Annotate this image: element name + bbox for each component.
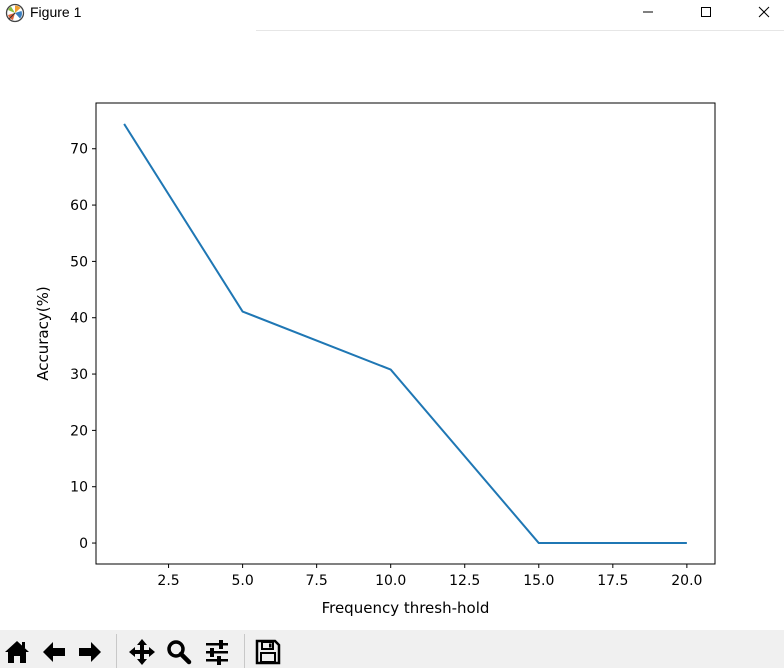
x-tick-label: 20.0 [671,573,702,589]
y-tick-label: 40 [70,311,88,327]
home-icon [5,641,29,663]
series-lines [123,123,687,545]
y-tick-label: 0 [79,536,88,552]
line-chart: 2.5 5.0 7.5 10.0 12.5 15.0 17.5 20.0 0 10 20 30 40 5… [34,102,716,617]
arrow-left-icon [43,642,65,662]
home-button[interactable] [1,636,33,668]
close-icon [758,6,770,18]
y-tick-label: 50 [70,254,88,270]
plot-area-background [96,103,715,564]
minimize-button[interactable] [625,0,671,24]
y-tick-label: 30 [70,367,88,383]
x-tick-label: 5.0 [231,573,253,589]
plot-frame [95,102,716,565]
x-axis-label: Frequency thresh-hold [322,599,490,617]
arrow-right-icon [79,642,101,662]
forward-button[interactable] [74,636,106,668]
window-title: Figure 1 [30,4,82,20]
x-ticks: 2.5 5.0 7.5 10.0 12.5 15.0 17.5 20.0 [157,564,702,589]
y-tick-label: 60 [70,198,88,214]
title-bar: Figure 1 [0,0,784,31]
series-line [123,123,687,545]
maximize-icon [701,7,711,17]
figure-canvas[interactable]: 2.5 5.0 7.5 10.0 12.5 15.0 17.5 20.0 0 10 20 30 40 5… [0,31,784,630]
toolbar-separator [116,634,117,668]
y-ticks: 0 10 20 30 40 50 60 70 [70,142,96,552]
y-tick-label: 10 [70,480,88,496]
back-button[interactable] [38,636,70,668]
navigation-toolbar [0,630,784,668]
move-arrows-icon [129,639,155,665]
x-tick-label: 17.5 [597,573,628,589]
floppy-disk-icon [255,639,281,665]
x-tick-label: 12.5 [449,573,480,589]
x-tick-label: 2.5 [157,573,179,589]
zoom-button[interactable] [163,636,195,668]
maximize-button[interactable] [683,0,729,24]
y-tick-label: 20 [70,423,88,439]
toolbar-separator [244,634,245,668]
x-tick-label: 7.5 [306,573,328,589]
matplotlib-logo-icon [5,3,25,23]
magnifier-icon [167,640,192,665]
y-axis-label: Accuracy(%) [34,286,52,380]
x-tick-label: 15.0 [523,573,554,589]
x-tick-label: 10.0 [375,573,406,589]
minimize-icon [643,11,653,13]
pan-button[interactable] [126,636,158,668]
save-button[interactable] [252,636,284,668]
sliders-icon [206,640,228,665]
title-bar-divider [256,30,784,31]
subplots-button[interactable] [201,636,233,668]
y-tick-label: 70 [70,142,88,158]
close-button[interactable] [741,0,784,24]
